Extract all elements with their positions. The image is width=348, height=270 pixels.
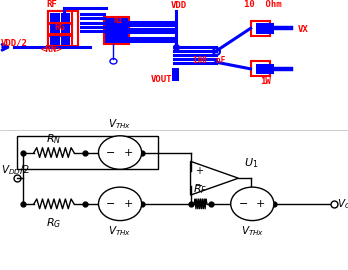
Text: VOUT: VOUT bbox=[150, 75, 172, 84]
Bar bbox=[50, 13, 60, 23]
Circle shape bbox=[231, 187, 274, 221]
Bar bbox=[172, 68, 179, 81]
Text: 1W: 1W bbox=[260, 77, 271, 86]
Bar bbox=[251, 21, 270, 36]
Bar bbox=[48, 23, 72, 36]
Text: +: + bbox=[124, 199, 133, 209]
Text: $U_1$: $U_1$ bbox=[244, 156, 258, 170]
Text: 10  Ohm: 10 Ohm bbox=[244, 1, 281, 9]
Text: −: − bbox=[106, 199, 116, 209]
Bar bbox=[256, 64, 274, 74]
Bar bbox=[50, 36, 60, 45]
Text: RG: RG bbox=[54, 23, 65, 32]
Text: <RN>: <RN> bbox=[41, 45, 63, 53]
Bar bbox=[50, 24, 60, 34]
Bar bbox=[61, 24, 70, 34]
Text: −: − bbox=[238, 199, 248, 209]
Text: VDD/2: VDD/2 bbox=[1, 39, 28, 48]
Bar bbox=[48, 11, 78, 46]
Bar bbox=[256, 23, 274, 33]
Text: VX: VX bbox=[298, 25, 308, 34]
Text: $R_F$: $R_F$ bbox=[193, 183, 208, 196]
Bar bbox=[48, 34, 72, 47]
Text: 100  nF: 100 nF bbox=[193, 56, 226, 65]
Text: +: + bbox=[195, 166, 203, 176]
Text: −: − bbox=[195, 181, 203, 191]
Bar bbox=[104, 17, 129, 44]
Text: $V_{OUT}$: $V_{OUT}$ bbox=[337, 197, 348, 211]
Text: RF: RF bbox=[46, 0, 57, 9]
Bar bbox=[251, 61, 270, 76]
Text: +: + bbox=[256, 199, 265, 209]
Text: $V_{DD}/2$: $V_{DD}/2$ bbox=[1, 163, 30, 177]
Text: $V_{THx}$: $V_{THx}$ bbox=[108, 117, 132, 131]
Text: −: − bbox=[106, 147, 116, 158]
Text: $R_G$: $R_G$ bbox=[46, 216, 62, 230]
Circle shape bbox=[110, 59, 117, 64]
Text: VDD: VDD bbox=[171, 1, 187, 10]
Bar bbox=[48, 11, 72, 24]
Bar bbox=[61, 13, 70, 23]
Circle shape bbox=[98, 187, 142, 221]
Text: $V_{THx}$: $V_{THx}$ bbox=[108, 225, 132, 238]
Text: $R_N$: $R_N$ bbox=[46, 132, 62, 146]
Bar bbox=[61, 36, 70, 45]
Text: $V_{THx}$: $V_{THx}$ bbox=[240, 225, 264, 238]
Text: N1: N1 bbox=[114, 16, 123, 25]
Text: +: + bbox=[124, 147, 133, 158]
Bar bbox=[17, 136, 158, 169]
Circle shape bbox=[98, 136, 142, 169]
